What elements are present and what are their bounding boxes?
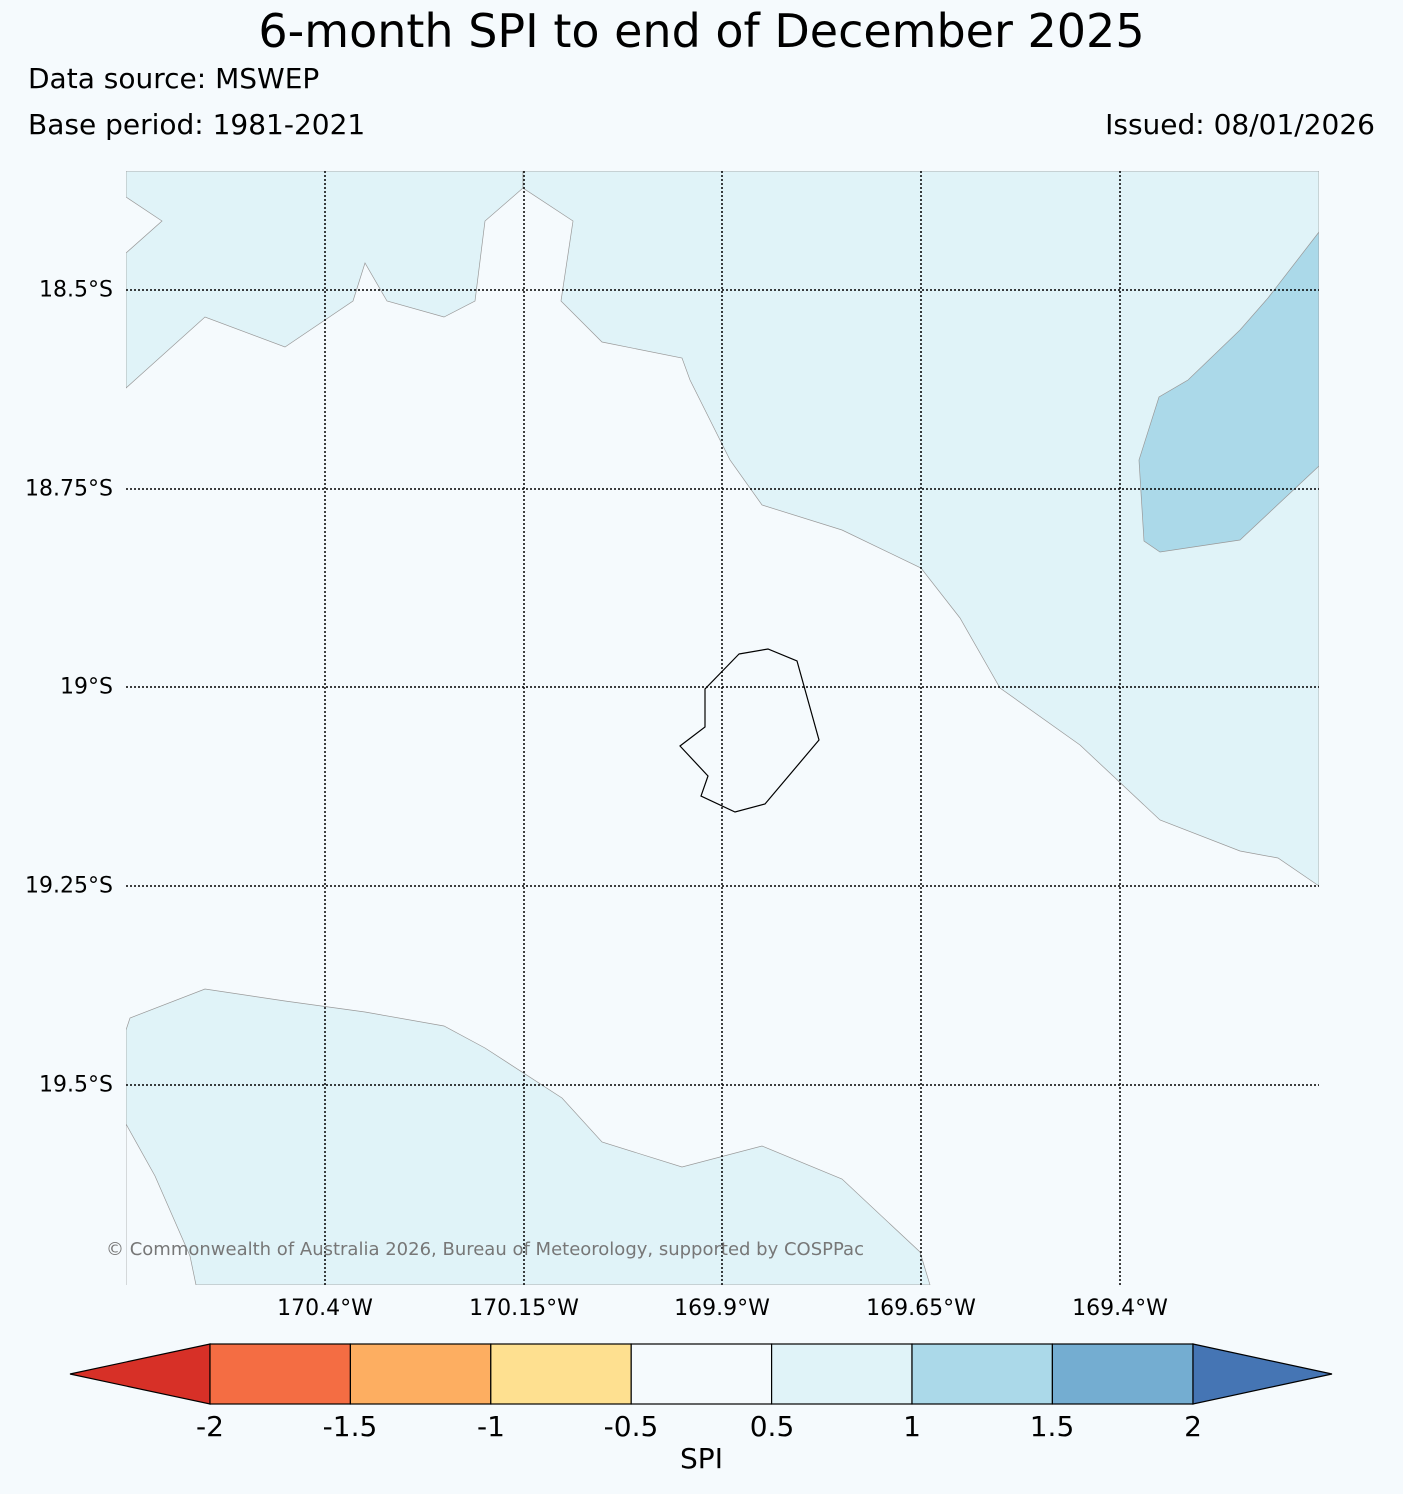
graticule: [126, 171, 1319, 1285]
colorbar-extend-low: [69, 1343, 211, 1405]
lat-label-19: 19°S: [60, 674, 113, 700]
lat-label-19-5: 19.5°S: [39, 1072, 113, 1098]
colorbar-bin-2: [349, 1343, 492, 1405]
colorbar-tick: 0.5: [749, 1410, 795, 1443]
lat-label-18-75: 18.75°S: [25, 476, 113, 502]
spi-region-south: [126, 988, 931, 1285]
colorbar-bin-5: [770, 1343, 913, 1405]
colorbar-extend-high: [1192, 1343, 1333, 1405]
colorbar-tick: -0.5: [603, 1410, 659, 1443]
colorbar-tick: -1: [477, 1410, 505, 1443]
colorbar-label: SPI: [680, 1442, 723, 1475]
lat-label-18-5: 18.5°S: [39, 277, 113, 303]
colorbar-tick: 1.5: [1029, 1410, 1075, 1443]
spi-region-east-high: [1138, 231, 1319, 553]
colorbar-bin-7: [1051, 1343, 1194, 1405]
copyright-notice: © Commonwealth of Australia 2026, Bureau…: [106, 1239, 864, 1260]
colorbar: [69, 1343, 1333, 1405]
colorbar-tick: -1.5: [322, 1410, 378, 1443]
colorbar-bin-3: [490, 1343, 632, 1405]
base-period: Base period: 1981-2021: [28, 108, 366, 141]
colorbar-bin-6: [911, 1343, 1053, 1405]
colorbar-bin-4: [630, 1343, 773, 1405]
colorbar-tick: -2: [196, 1410, 224, 1443]
data-source: Data source: MSWEP: [28, 62, 320, 95]
island-outline: [679, 648, 820, 813]
issued-date: Issued: 08/01/2026: [1105, 108, 1375, 141]
lon-label-170-15: 170.15°W: [469, 1296, 579, 1321]
lon-label-169-65: 169.65°W: [866, 1296, 976, 1321]
lon-label-169-9: 169.9°W: [674, 1296, 770, 1321]
lon-label-169-4: 169.4°W: [1072, 1296, 1168, 1321]
colorbar-tick: 1: [903, 1410, 921, 1443]
colorbar-bin-1: [209, 1343, 351, 1405]
lon-label-170-4: 170.4°W: [277, 1296, 373, 1321]
colorbar-tick: 2: [1184, 1410, 1202, 1443]
map-title: 6-month SPI to end of December 2025: [258, 4, 1145, 58]
lat-label-19-25: 19.25°S: [25, 873, 113, 899]
